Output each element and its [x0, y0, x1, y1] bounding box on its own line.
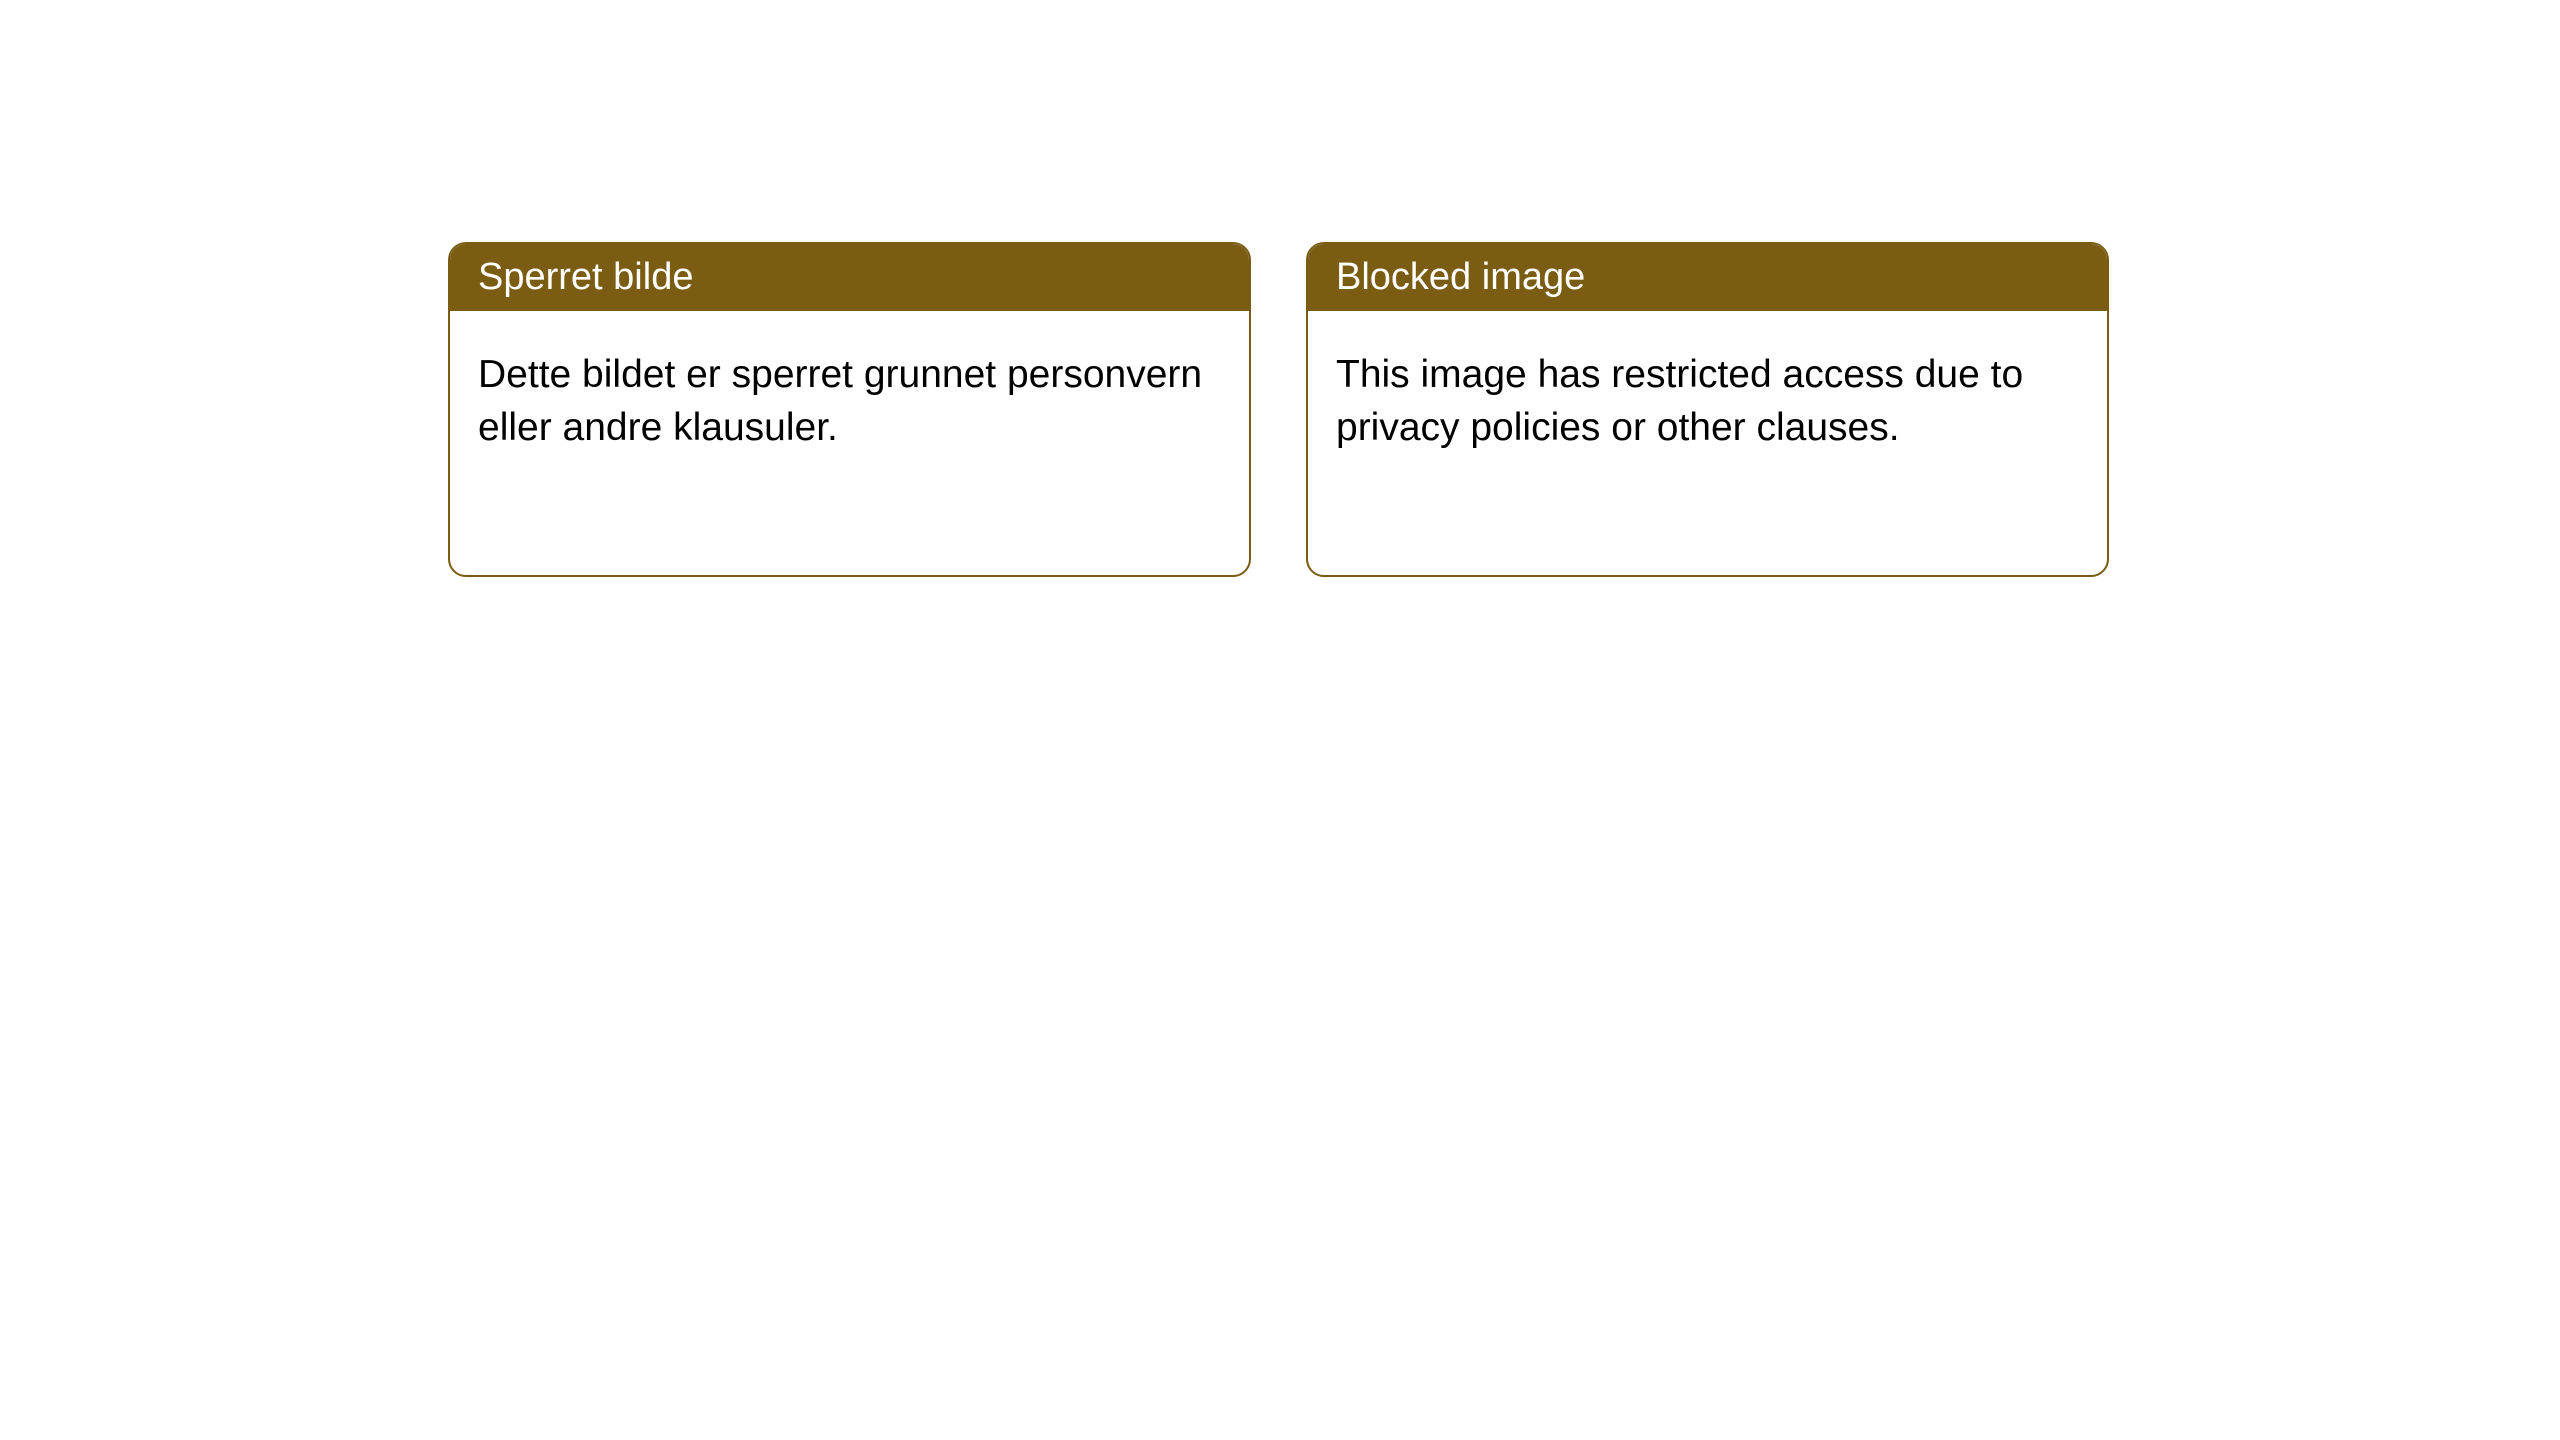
- notice-body-norwegian: Dette bildet er sperret grunnet personve…: [450, 311, 1249, 492]
- notice-title-english: Blocked image: [1336, 256, 1585, 298]
- notice-text-english: This image has restricted access due to …: [1336, 353, 2023, 449]
- notice-card-english: Blocked image This image has restricted …: [1306, 242, 2109, 577]
- notice-header-norwegian: Sperret bilde: [450, 244, 1249, 311]
- notice-card-norwegian: Sperret bilde Dette bildet er sperret gr…: [448, 242, 1251, 577]
- notice-header-english: Blocked image: [1308, 244, 2107, 311]
- notice-container: Sperret bilde Dette bildet er sperret gr…: [448, 242, 2109, 577]
- notice-title-norwegian: Sperret bilde: [478, 256, 693, 298]
- notice-text-norwegian: Dette bildet er sperret grunnet personve…: [478, 353, 1202, 449]
- notice-body-english: This image has restricted access due to …: [1308, 311, 2107, 492]
